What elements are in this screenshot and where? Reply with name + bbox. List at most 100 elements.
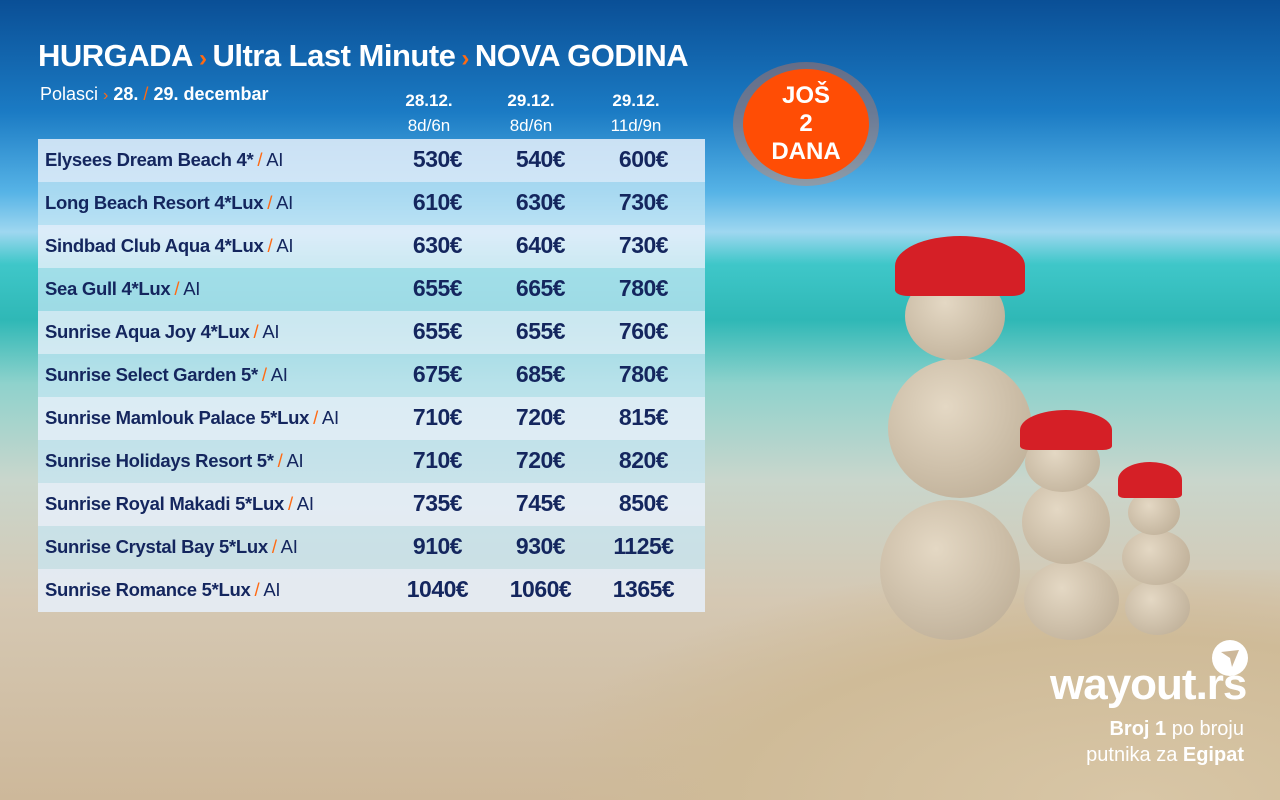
board-type: AI — [263, 578, 281, 600]
hotel-title: Sunrise Mamlouk Palace 5*Lux — [45, 406, 310, 428]
brand-logo: wayout.rs — [1050, 660, 1247, 709]
hotel-title: Sunrise Select Garden 5* — [45, 363, 258, 385]
price-cell: 1365€ — [612, 576, 675, 602]
hotel-name: Elysees Dream Beach 4* / AI — [38, 149, 386, 171]
board-type: AI — [262, 320, 280, 342]
price-cell: 820€ — [618, 447, 669, 473]
price-cell: 815€ — [618, 404, 669, 430]
hotel-title: Sunrise Holidays Resort 5* — [45, 449, 274, 471]
hotel-name: Sunrise Aqua Joy 4*Lux / AI — [38, 321, 386, 343]
chevron-right-icon: › — [461, 45, 469, 72]
slash: / — [253, 320, 259, 342]
price-cell: 610€ — [412, 189, 463, 215]
board-type: AI — [280, 535, 298, 557]
slash: / — [271, 535, 277, 557]
price-cell: 630€ — [412, 232, 463, 258]
slash: / — [287, 492, 293, 514]
price-cell: 530€ — [412, 146, 463, 172]
event-name: NOVA GODINA — [474, 38, 689, 73]
hotel-name: Sindbad Club Aqua 4*Lux / AI — [38, 235, 386, 257]
table-row: Sunrise Aqua Joy 4*Lux / AI 655€ 655€ 760€ — [38, 311, 705, 354]
table-row: Sunrise Holidays Resort 5* / AI 710€ 720€ 820… — [38, 440, 705, 483]
board-type: AI — [321, 406, 339, 428]
slash: / — [267, 234, 273, 256]
badge-line: JOŠ — [781, 82, 831, 109]
price-cell: 640€ — [515, 232, 566, 258]
table-row: Sunrise Mamlouk Palace 5*Lux / AI 710€ 720€ 8… — [38, 397, 705, 440]
tag-bold: Broj 1 — [1109, 718, 1167, 740]
board-type: AI — [276, 234, 294, 256]
destination: HURGADA — [38, 38, 193, 73]
price-cell: 630€ — [515, 189, 566, 215]
badge-line: 2 — [799, 110, 813, 137]
hotel-title: Sunrise Romance 5*Lux — [45, 578, 251, 600]
price-cell: 540€ — [515, 146, 566, 172]
column-header: 29.12. 11d/9n — [586, 88, 686, 138]
table-row: Sea Gull 4*Lux / AI 655€ 665€ 780€ — [38, 268, 705, 311]
slash: / — [261, 363, 267, 385]
column-date: 29.12. — [612, 91, 660, 110]
column-header: 29.12. 8d/6n — [481, 88, 581, 138]
table-row: Long Beach Resort 4*Lux / AI 610€ 630€ 730€ — [38, 182, 705, 225]
chevron-right-icon: › — [198, 45, 207, 72]
price-cell: 910€ — [412, 533, 463, 559]
table-row: Sunrise Romance 5*Lux / AI 1040€ 1060€ 1365€ — [38, 569, 705, 612]
table-row: Elysees Dream Beach 4* / AI 530€ 540€ 600€ — [38, 139, 705, 182]
hotel-title: Sunrise Aqua Joy 4*Lux — [45, 320, 250, 342]
departures-line: Polasci › 28. / 29. decembar — [40, 84, 269, 105]
slash: / — [257, 148, 263, 170]
departure-date-1: 28. — [113, 84, 139, 104]
price-cell: 710€ — [412, 447, 463, 473]
board-type: AI — [276, 191, 293, 213]
price-cell: 600€ — [618, 146, 669, 172]
hotel-title: Sea Gull 4*Lux — [45, 277, 171, 299]
page-title: HURGADA › Ultra Last Minute › NOVA GODINA — [38, 38, 689, 74]
brand-tagline: Broj 1 po broju putnika za Egipat — [1086, 716, 1244, 768]
price-cell: 930€ — [515, 533, 566, 559]
price-cell: 655€ — [412, 275, 463, 301]
slash: / — [267, 191, 273, 213]
price-table: Elysees Dream Beach 4* / AI 530€ 540€ 600€ Lon… — [38, 139, 705, 612]
column-date: 28.12. — [405, 91, 453, 110]
slash: / — [254, 578, 260, 600]
table-row: Sindbad Club Aqua 4*Lux / AI 630€ 640€ 730€ — [38, 225, 705, 268]
hotel-name: Sunrise Crystal Bay 5*Lux / AI — [38, 536, 386, 558]
slash: / — [313, 406, 318, 428]
price-cell: 760€ — [618, 318, 669, 344]
price-cell: 1040€ — [406, 576, 469, 602]
hotel-title: Sunrise Royal Makadi 5*Lux — [45, 492, 284, 514]
price-cell: 665€ — [515, 275, 566, 301]
hotel-name: Sunrise Holidays Resort 5* / AI — [38, 450, 386, 472]
price-cell: 850€ — [618, 490, 669, 516]
board-type: AI — [266, 148, 284, 170]
hotel-name: Sea Gull 4*Lux / AI — [38, 278, 386, 300]
tag-text: po broju — [1171, 718, 1244, 740]
board-type: AI — [270, 363, 288, 385]
price-cell: 675€ — [412, 361, 463, 387]
table-row: Sunrise Crystal Bay 5*Lux / AI 910€ 930€ 1125… — [38, 526, 705, 569]
price-cell: 655€ — [412, 318, 463, 344]
column-duration: 8d/6n — [509, 116, 553, 135]
price-cell: 1125€ — [613, 533, 674, 559]
departure-date-2: 29. decembar — [153, 84, 269, 104]
price-cell: 745€ — [515, 490, 566, 516]
column-header: 28.12. 8d/6n — [379, 88, 479, 138]
departures-label: Polasci — [40, 84, 99, 104]
price-cell: 655€ — [515, 318, 566, 344]
price-cell: 710€ — [412, 404, 463, 430]
column-duration: 8d/6n — [407, 116, 451, 135]
column-date: 29.12. — [507, 91, 555, 110]
price-cell: 780€ — [618, 361, 669, 387]
price-cell: 730€ — [618, 232, 669, 258]
paper-plane-icon — [1212, 640, 1248, 676]
hotel-name: Sunrise Select Garden 5* / AI — [38, 364, 386, 386]
price-cell: 720€ — [515, 404, 566, 430]
countdown-badge: JOŠ 2 DANA — [733, 62, 879, 186]
hotel-title: Sindbad Club Aqua 4*Lux — [45, 234, 264, 256]
column-duration: 11d/9n — [610, 116, 662, 135]
offer-name: Ultra Last Minute — [212, 38, 456, 73]
slash: / — [277, 449, 283, 471]
board-type: AI — [183, 277, 201, 299]
hotel-name: Sunrise Royal Makadi 5*Lux / AI — [38, 493, 386, 515]
price-cell: 730€ — [618, 189, 669, 215]
